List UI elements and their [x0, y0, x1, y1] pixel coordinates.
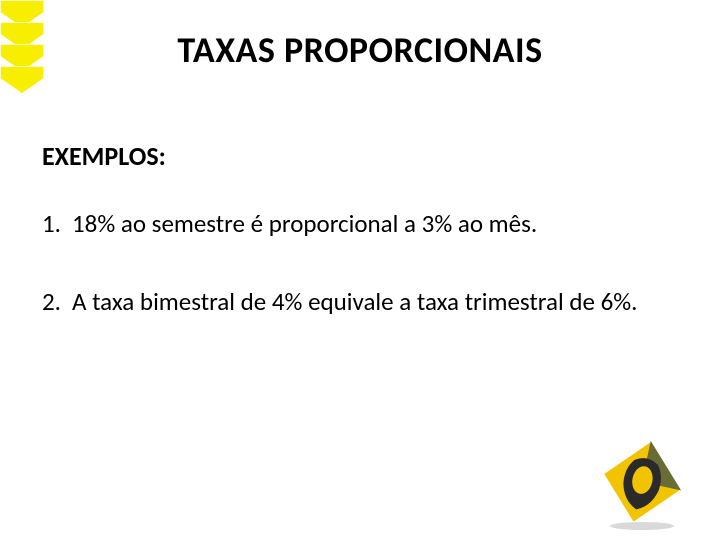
- corner-logo: [592, 432, 692, 532]
- list-item: 2.A taxa bimestral de 4% equivale a taxa…: [42, 278, 672, 326]
- list-item-number: 2.: [42, 278, 72, 326]
- list-item-number: 1.: [42, 200, 72, 248]
- list-item-text: 18% ao semestre é proporcional a 3% ao m…: [72, 200, 672, 248]
- list-item: 1.18% ao semestre é proporcional a 3% ao…: [42, 200, 672, 248]
- slide-subtitle: EXEMPLOS:: [42, 140, 166, 172]
- examples-list: 1.18% ao semestre é proporcional a 3% ao…: [42, 200, 672, 355]
- slide-title: TAXAS PROPORCIONAIS: [0, 28, 720, 72]
- list-item-text: A taxa bimestral de 4% equivale a taxa t…: [72, 278, 672, 326]
